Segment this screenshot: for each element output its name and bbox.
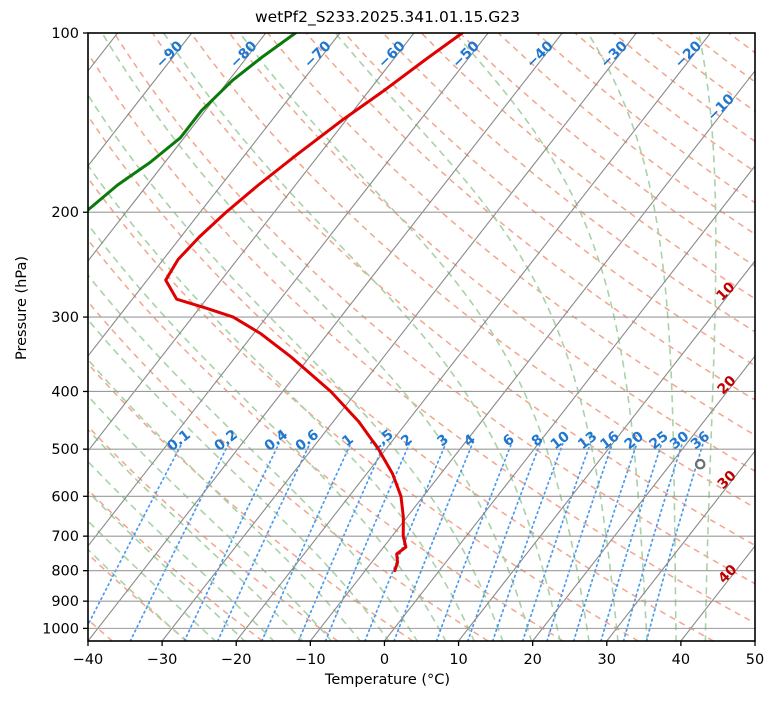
moist-adiabats — [88, 33, 717, 641]
y-tick-label: 200 — [51, 205, 79, 221]
temperature-profile — [164, 33, 464, 573]
x-tick-label: −10 — [295, 652, 326, 668]
y-tick-label: 100 — [51, 26, 79, 42]
x-tick-label: 0 — [380, 652, 389, 668]
x-tick-label: −20 — [221, 652, 252, 668]
plot-border — [87, 32, 756, 642]
x-tick-label: 20 — [523, 652, 541, 668]
page-title: wetPf2_S233.2025.341.01.15.G23 — [255, 8, 520, 26]
x-tick-label: −40 — [73, 652, 104, 668]
dewpoint-profile — [88, 33, 297, 212]
y-tick-label: 600 — [51, 489, 79, 505]
y-tick-label: 900 — [51, 594, 79, 610]
parcel-marker — [694, 458, 706, 470]
y-tick-label: 700 — [51, 529, 79, 545]
y-tick-label: 300 — [51, 310, 79, 326]
plot-background — [88, 33, 755, 641]
pressure-gridlines — [88, 33, 755, 629]
y-tick-label: 1000 — [42, 621, 79, 637]
y-tick-label: 400 — [51, 384, 79, 400]
y-tick-label: 500 — [51, 442, 79, 458]
x-tick-label: 10 — [449, 652, 467, 668]
x-tick-label: 50 — [746, 652, 764, 668]
x-tick-label: 40 — [672, 652, 690, 668]
x-tick-label: 30 — [598, 652, 616, 668]
y-tick-label: 800 — [51, 564, 79, 580]
x-axis-label: Temperature (°C) — [324, 672, 451, 688]
x-tick-label: −30 — [147, 652, 178, 668]
mixing-ratio-lines — [88, 443, 704, 641]
isotherms — [88, 33, 755, 641]
